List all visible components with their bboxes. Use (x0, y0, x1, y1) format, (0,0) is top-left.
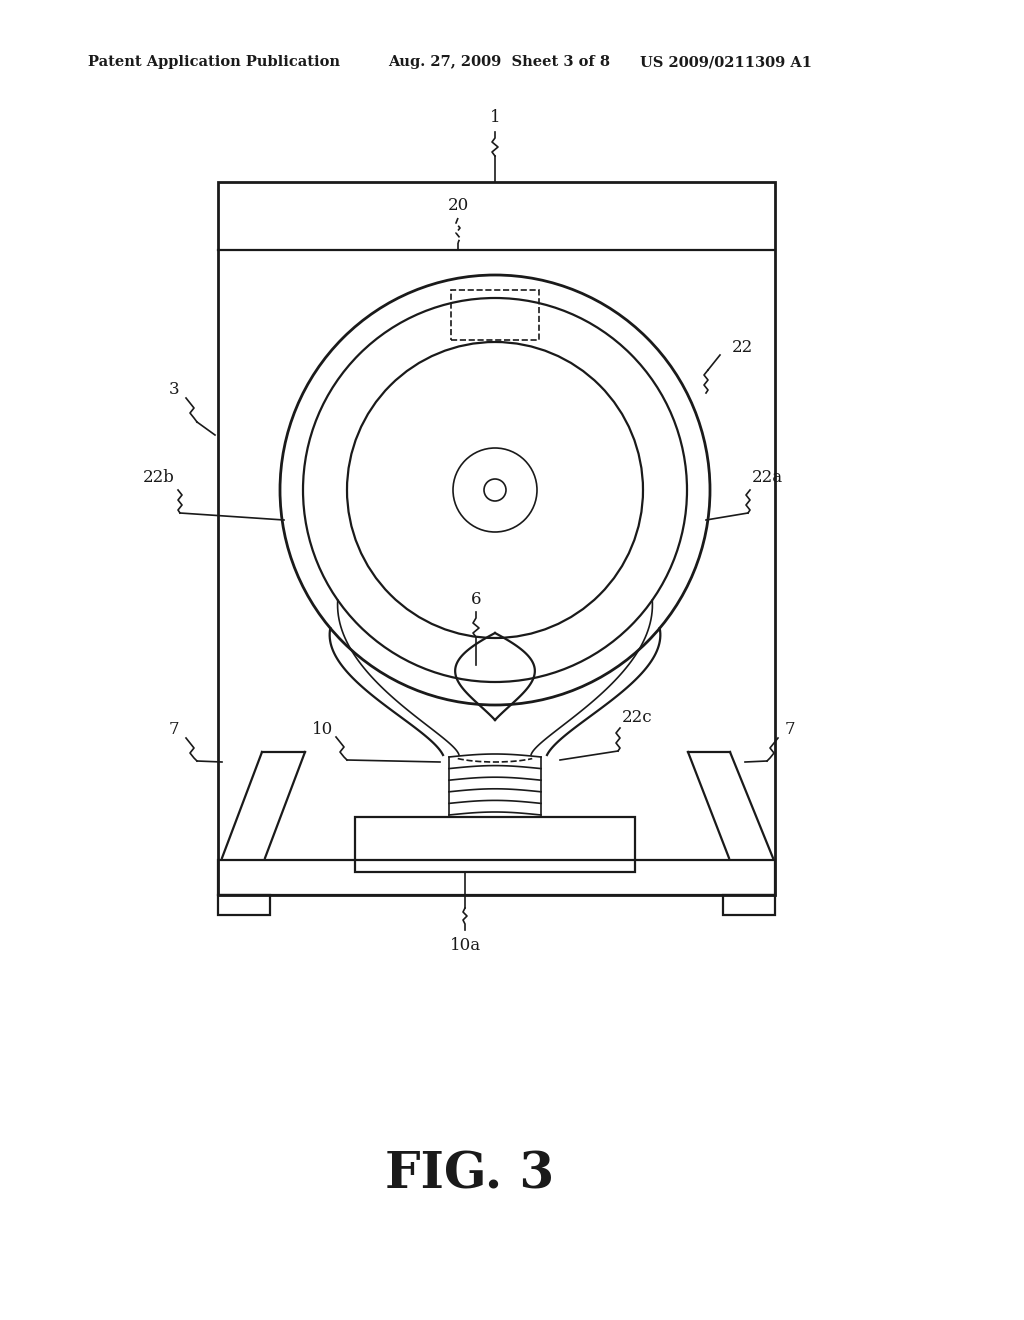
Bar (723, 895, 775, 915)
Bar (355, 817, 635, 873)
Text: 3: 3 (169, 381, 179, 399)
Text: 22c: 22c (622, 710, 652, 726)
Text: 20: 20 (447, 198, 469, 214)
Text: 22a: 22a (752, 470, 783, 487)
Bar (218, 182, 775, 895)
Text: US 2009/0211309 A1: US 2009/0211309 A1 (640, 55, 812, 69)
Text: Aug. 27, 2009  Sheet 3 of 8: Aug. 27, 2009 Sheet 3 of 8 (388, 55, 610, 69)
Text: 1: 1 (489, 110, 501, 127)
Text: 10: 10 (312, 722, 334, 738)
Bar (218, 861, 775, 895)
Bar (218, 895, 270, 915)
Text: 7: 7 (784, 722, 796, 738)
Text: FIG. 3: FIG. 3 (385, 1151, 555, 1200)
Text: 7: 7 (169, 722, 179, 738)
Text: 22: 22 (732, 339, 754, 356)
Text: 10a: 10a (450, 936, 480, 953)
Text: 6: 6 (471, 591, 481, 609)
Text: Patent Application Publication: Patent Application Publication (88, 55, 340, 69)
Text: 22b: 22b (143, 470, 175, 487)
